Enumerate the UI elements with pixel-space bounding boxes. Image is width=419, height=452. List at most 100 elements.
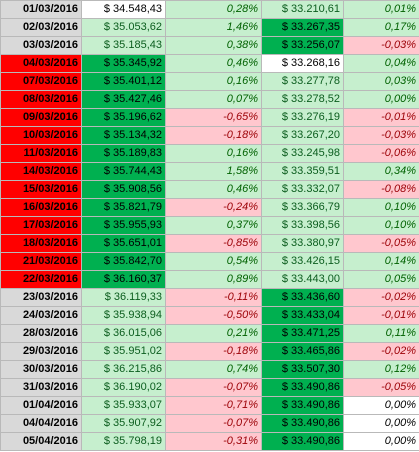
change-cell-1[interactable]: -0,24%	[165, 198, 262, 217]
table-row[interactable]: 15/03/2016 $ 35.908,56 0,46% $ 33.332,07…	[0, 180, 419, 199]
change-cell-1[interactable]: -0,18%	[165, 342, 262, 361]
change-cell-2[interactable]: -0,01%	[343, 108, 419, 127]
change-cell-1[interactable]: 0,89%	[165, 270, 262, 289]
change-cell-1[interactable]: -0,65%	[165, 108, 262, 127]
date-cell[interactable]: 18/03/2016	[0, 234, 82, 253]
change-cell-1[interactable]: -0,07%	[165, 378, 262, 397]
value-cell-2[interactable]: $ 33.436,60	[261, 288, 344, 307]
date-cell[interactable]: 03/03/2016	[0, 36, 82, 55]
change-cell-1[interactable]: -0,85%	[165, 234, 262, 253]
change-cell-1[interactable]: 0,46%	[165, 54, 262, 73]
value-cell-2[interactable]: $ 33.278,52	[261, 90, 344, 109]
value-cell-2[interactable]: $ 33.490,86	[261, 414, 344, 433]
table-row[interactable]: 29/03/2016 $ 35.951,02 -0,18% $ 33.465,8…	[0, 342, 419, 361]
value-cell-2[interactable]: $ 33.267,35	[261, 18, 344, 37]
date-cell[interactable]: 01/03/2016	[0, 0, 82, 19]
date-cell[interactable]: 04/03/2016	[0, 54, 82, 73]
date-cell[interactable]: 17/03/2016	[0, 216, 82, 235]
value-cell-2[interactable]: $ 33.465,86	[261, 342, 344, 361]
value-cell-1[interactable]: $ 34.548,43	[81, 0, 166, 19]
change-cell-1[interactable]: 0,37%	[165, 216, 262, 235]
value-cell-1[interactable]: $ 35.134,32	[81, 126, 166, 145]
table-row[interactable]: 11/03/2016 $ 35.189,83 0,16% $ 33.245,98…	[0, 144, 419, 163]
value-cell-2[interactable]: $ 33.380,97	[261, 234, 344, 253]
table-row[interactable]: 08/03/2016 $ 35.427,46 0,07% $ 33.278,52…	[0, 90, 419, 109]
date-cell[interactable]: 24/03/2016	[0, 306, 82, 325]
table-row[interactable]: 30/03/2016 $ 36.215,86 0,74% $ 33.507,30…	[0, 360, 419, 379]
change-cell-1[interactable]: 0,16%	[165, 72, 262, 91]
table-row[interactable]: 28/03/2016 $ 36.015,06 0,21% $ 33.471,25…	[0, 324, 419, 343]
table-row[interactable]: 23/03/2016 $ 36.119,33 -0,11% $ 33.436,6…	[0, 288, 419, 307]
value-cell-1[interactable]: $ 35.401,12	[81, 72, 166, 91]
date-cell[interactable]: 28/03/2016	[0, 324, 82, 343]
date-cell[interactable]: 14/03/2016	[0, 162, 82, 181]
date-cell[interactable]: 21/03/2016	[0, 252, 82, 271]
change-cell-1[interactable]: 0,38%	[165, 36, 262, 55]
value-cell-1[interactable]: $ 35.951,02	[81, 342, 166, 361]
value-cell-2[interactable]: $ 33.507,30	[261, 360, 344, 379]
table-row[interactable]: 04/03/2016 $ 35.345,92 0,46% $ 33.268,16…	[0, 54, 419, 73]
value-cell-2[interactable]: $ 33.359,51	[261, 162, 344, 181]
date-cell[interactable]: 23/03/2016	[0, 288, 82, 307]
change-cell-2[interactable]: -0,06%	[343, 144, 419, 163]
table-row[interactable]: 14/03/2016 $ 35.744,43 1,58% $ 33.359,51…	[0, 162, 419, 181]
date-cell[interactable]: 10/03/2016	[0, 126, 82, 145]
date-cell[interactable]: 16/03/2016	[0, 198, 82, 217]
change-cell-2[interactable]: -0,02%	[343, 342, 419, 361]
table-row[interactable]: 21/03/2016 $ 35.842,70 0,54% $ 33.426,15…	[0, 252, 419, 271]
change-cell-2[interactable]: 0,14%	[343, 252, 419, 271]
change-cell-2[interactable]: 0,00%	[343, 432, 419, 451]
value-cell-1[interactable]: $ 35.798,19	[81, 432, 166, 451]
date-cell[interactable]: 30/03/2016	[0, 360, 82, 379]
table-row[interactable]: 10/03/2016 $ 35.134,32 -0,18% $ 33.267,2…	[0, 126, 419, 145]
date-cell[interactable]: 04/04/2016	[0, 414, 82, 433]
date-cell[interactable]: 09/03/2016	[0, 108, 82, 127]
date-cell[interactable]: 01/04/2016	[0, 396, 82, 415]
change-cell-2[interactable]: 0,00%	[343, 396, 419, 415]
change-cell-2[interactable]: 0,10%	[343, 198, 419, 217]
change-cell-2[interactable]: -0,08%	[343, 180, 419, 199]
table-row[interactable]: 16/03/2016 $ 35.821,79 -0,24% $ 33.366,7…	[0, 198, 419, 217]
value-cell-1[interactable]: $ 35.189,83	[81, 144, 166, 163]
value-cell-2[interactable]: $ 33.426,15	[261, 252, 344, 271]
value-cell-2[interactable]: $ 33.276,19	[261, 108, 344, 127]
change-cell-1[interactable]: -0,18%	[165, 126, 262, 145]
change-cell-1[interactable]: -0,11%	[165, 288, 262, 307]
table-row[interactable]: 09/03/2016 $ 35.196,62 -0,65% $ 33.276,1…	[0, 108, 419, 127]
date-cell[interactable]: 08/03/2016	[0, 90, 82, 109]
value-cell-1[interactable]: $ 36.160,37	[81, 270, 166, 289]
change-cell-2[interactable]: 0,00%	[343, 414, 419, 433]
change-cell-2[interactable]: 0,17%	[343, 18, 419, 37]
date-cell[interactable]: 02/03/2016	[0, 18, 82, 37]
value-cell-2[interactable]: $ 33.443,00	[261, 270, 344, 289]
value-cell-2[interactable]: $ 33.490,86	[261, 396, 344, 415]
value-cell-1[interactable]: $ 35.744,43	[81, 162, 166, 181]
change-cell-1[interactable]: -0,50%	[165, 306, 262, 325]
table-row[interactable]: 03/03/2016 $ 35.185,43 0,38% $ 33.256,07…	[0, 36, 419, 55]
value-cell-1[interactable]: $ 35.933,07	[81, 396, 166, 415]
table-row[interactable]: 01/03/2016 $ 34.548,43 0,28% $ 33.210,61…	[0, 0, 419, 19]
change-cell-1[interactable]: 0,54%	[165, 252, 262, 271]
change-cell-1[interactable]: 0,07%	[165, 90, 262, 109]
value-cell-1[interactable]: $ 35.345,92	[81, 54, 166, 73]
change-cell-2[interactable]: -0,05%	[343, 234, 419, 253]
value-cell-1[interactable]: $ 35.196,62	[81, 108, 166, 127]
date-cell[interactable]: 11/03/2016	[0, 144, 82, 163]
date-cell[interactable]: 29/03/2016	[0, 342, 82, 361]
table-row[interactable]: 31/03/2016 $ 36.190,02 -0,07% $ 33.490,8…	[0, 378, 419, 397]
date-cell[interactable]: 05/04/2016	[0, 432, 82, 451]
value-cell-2[interactable]: $ 33.277,78	[261, 72, 344, 91]
change-cell-2[interactable]: 0,12%	[343, 360, 419, 379]
value-cell-2[interactable]: $ 33.366,79	[261, 198, 344, 217]
value-cell-1[interactable]: $ 35.651,01	[81, 234, 166, 253]
change-cell-2[interactable]: 0,10%	[343, 216, 419, 235]
table-row[interactable]: 17/03/2016 $ 35.955,93 0,37% $ 33.398,56…	[0, 216, 419, 235]
value-cell-1[interactable]: $ 36.215,86	[81, 360, 166, 379]
value-cell-2[interactable]: $ 33.398,56	[261, 216, 344, 235]
table-row[interactable]: 04/04/2016 $ 35.907,92 -0,07% $ 33.490,8…	[0, 414, 419, 433]
value-cell-1[interactable]: $ 35.842,70	[81, 252, 166, 271]
value-cell-1[interactable]: $ 35.907,92	[81, 414, 166, 433]
change-cell-2[interactable]: -0,02%	[343, 288, 419, 307]
change-cell-2[interactable]: 0,03%	[343, 72, 419, 91]
change-cell-1[interactable]: 0,46%	[165, 180, 262, 199]
